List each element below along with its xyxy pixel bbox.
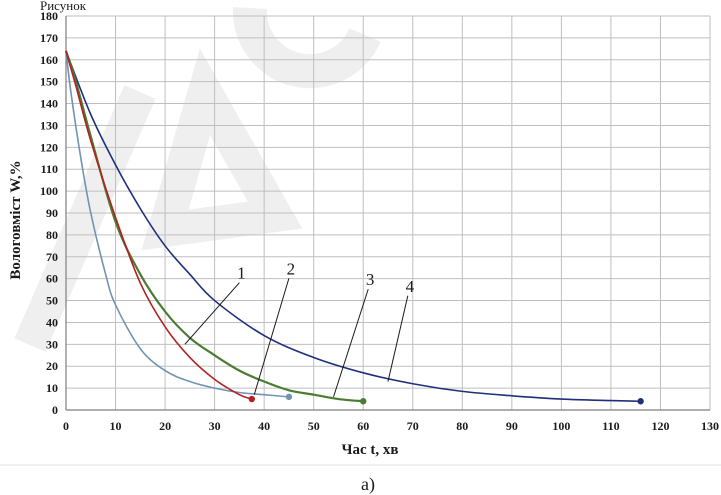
series-3-end-marker	[360, 398, 367, 405]
x-tick-label: 50	[308, 419, 320, 433]
y-tick-label: 80	[46, 228, 58, 242]
curve-callouts: 1 2 3 4	[184, 259, 415, 398]
y-tick-label: 60	[46, 272, 58, 286]
series-2-line	[65, 50, 289, 398]
y-tick-labels: 0 10 20 30 40 50 60 70 80 90 100 110 120 130 140 150 160…	[40, 9, 58, 417]
x-tick-label: 110	[602, 419, 619, 433]
callout-leader-4	[387, 295, 409, 382]
watermark	[14, 7, 381, 352]
x-tick-label: 70	[407, 419, 419, 433]
axes	[65, 16, 710, 411]
top-fragment: Рисунок	[40, 0, 87, 13]
x-tick-label: 60	[357, 419, 369, 433]
callout-leader-3	[333, 289, 369, 398]
series-1-line	[65, 50, 253, 400]
x-tick-label: 120	[651, 419, 669, 433]
series-1-end-marker	[248, 395, 255, 403]
watermark-arc	[232, 7, 381, 89]
y-tick-label: 120	[40, 140, 58, 154]
x-tick-label: 0	[63, 419, 69, 433]
y-tick-label: 110	[41, 162, 58, 176]
y-tick-label: 140	[40, 97, 58, 111]
x-tick-label: 130	[701, 419, 719, 433]
x-tick-labels: 0 10 20 30 40 50 60 70 80 90 100 110 120 130	[63, 419, 719, 433]
series-2-end-marker	[285, 393, 293, 401]
y-tick-label: 100	[40, 184, 58, 198]
callout-label-2: 2	[287, 259, 296, 278]
y-tick-label: 20	[46, 359, 58, 373]
series	[64, 50, 644, 405]
y-axis-title: Вологовміст W,%	[8, 160, 24, 279]
figure-caption: а)	[361, 474, 375, 495]
y-tick-label: 160	[40, 53, 58, 67]
y-tick-label: 90	[46, 206, 58, 220]
y-tick-label: 0	[52, 403, 58, 417]
x-tick-label: 40	[258, 419, 270, 433]
x-tick-label: 20	[159, 419, 171, 433]
grid	[65, 15, 711, 411]
watermark-slash	[14, 85, 156, 352]
y-tick-label: 10	[46, 381, 58, 395]
y-tick-label: 150	[40, 75, 58, 89]
x-tick-label: 80	[456, 419, 468, 433]
y-tick-label: 70	[46, 250, 58, 264]
callout-leader-1	[184, 282, 240, 345]
x-tick-label: 10	[110, 419, 122, 433]
y-tick-label: 180	[40, 9, 58, 23]
callout-leader-2	[253, 278, 290, 395]
x-tick-label: 30	[209, 419, 221, 433]
x-tick-label: 100	[552, 419, 570, 433]
series-3-line	[64, 50, 364, 403]
callout-label-1: 1	[237, 264, 246, 283]
series-4-line	[65, 50, 641, 403]
callout-label-4: 4	[406, 277, 415, 296]
x-axis-title: Час t, хв	[341, 442, 398, 458]
y-tick-label: 50	[46, 294, 58, 308]
x-tick-label: 90	[506, 419, 518, 433]
y-tick-label: 170	[40, 31, 58, 45]
series-4-end-marker	[637, 398, 644, 405]
y-tick-label: 130	[40, 118, 58, 132]
watermark-shape-b	[141, 48, 303, 251]
y-tick-label: 40	[46, 315, 58, 329]
y-tick-label: 30	[46, 337, 58, 351]
callout-label-3: 3	[366, 270, 375, 289]
